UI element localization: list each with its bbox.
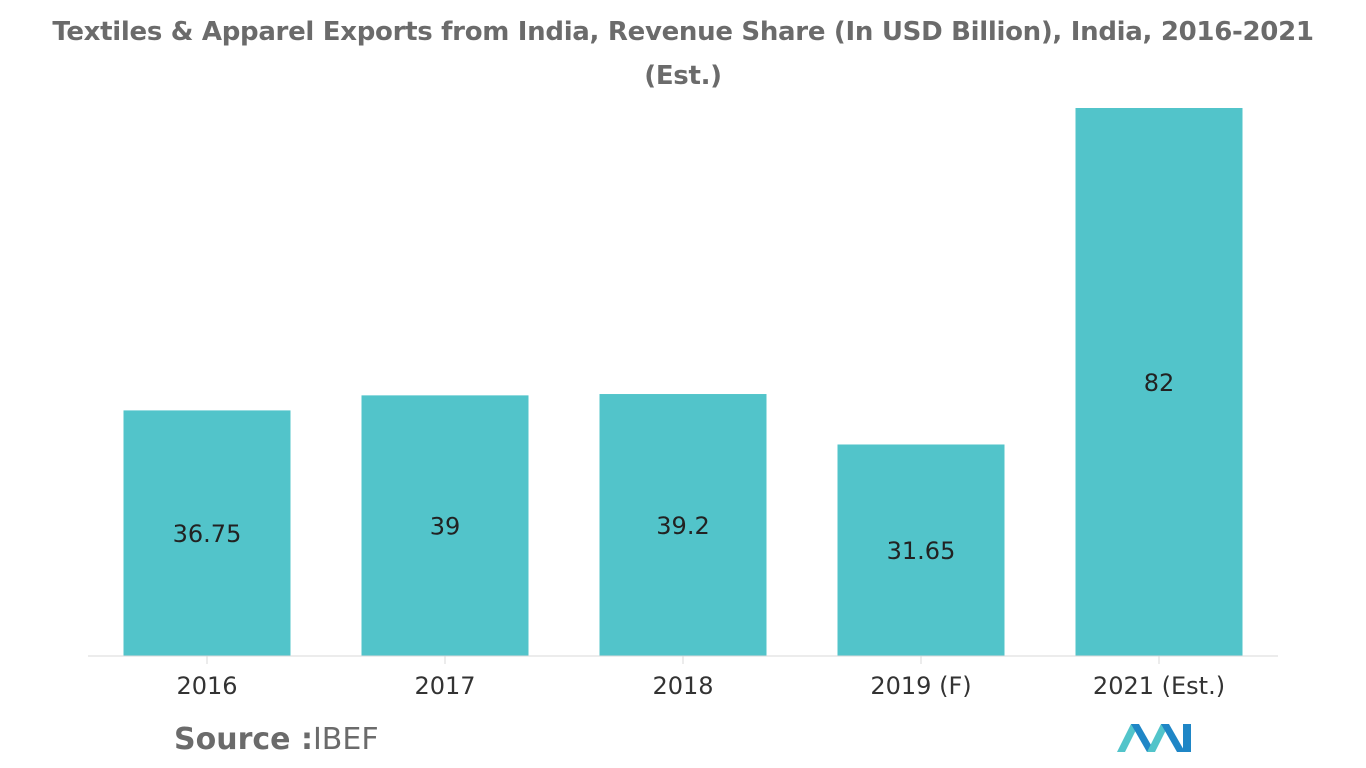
source-note: Source :IBEF	[174, 720, 379, 760]
mordor-intelligence-logo-icon	[1117, 724, 1191, 752]
value-label-2: 39.2	[656, 512, 709, 540]
bar-2	[599, 394, 767, 656]
bar-0	[123, 410, 291, 656]
x-tick-label-2: 2018	[652, 672, 713, 700]
value-label-3: 31.65	[887, 537, 956, 565]
chart-title: Textiles & Apparel Exports from India, R…	[52, 17, 1314, 91]
value-label-4: 82	[1144, 369, 1175, 397]
x-tick-label-4: 2021 (Est.)	[1093, 672, 1225, 700]
x-tick-label-1: 2017	[414, 672, 475, 700]
source-label: Source :	[174, 722, 313, 757]
value-label-0: 36.75	[173, 520, 242, 548]
x-tick-label-3: 2019 (F)	[870, 672, 971, 700]
x-ticks-group	[206, 656, 1160, 664]
bar-4	[1075, 108, 1243, 656]
source-value: IBEF	[312, 722, 379, 757]
bar-1	[361, 395, 529, 656]
x-tick-label-0: 2016	[176, 672, 237, 700]
x-tick-labels-group: 2016 2017 2018 2019 (F) 2021 (Est.)	[176, 672, 1225, 700]
value-labels-group: 36.75 39 39.2 31.65 82	[173, 369, 1175, 565]
value-label-1: 39	[430, 513, 461, 541]
bar-3	[837, 444, 1005, 656]
bars-group	[123, 108, 1243, 656]
